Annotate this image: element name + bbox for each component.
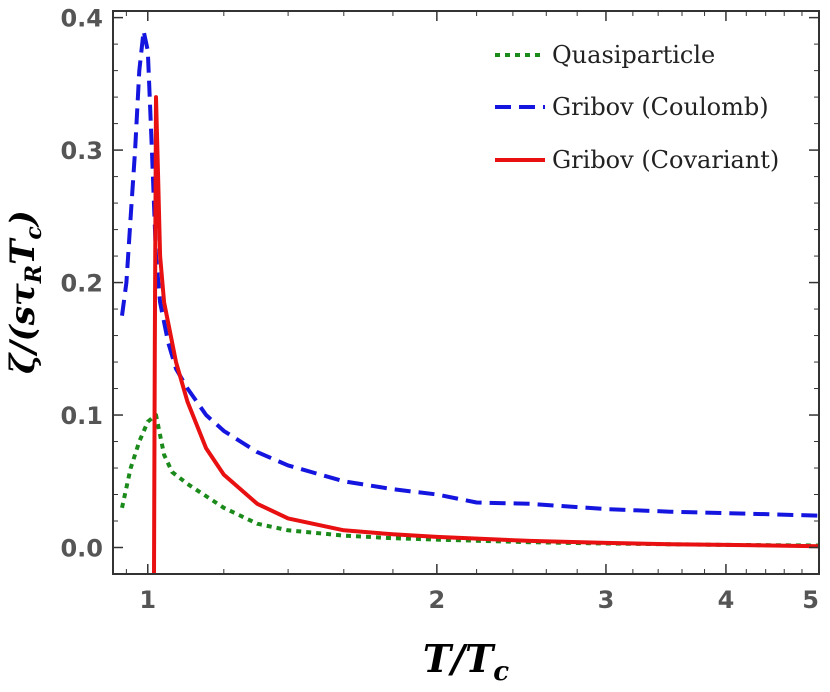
axis-tick-labels: 1 2 3 4 5 0.0 0.1 0.2 0.3 0.4 — [60, 5, 819, 614]
y-tick-label: 0.3 — [60, 137, 103, 165]
x-tick-label: 3 — [598, 586, 615, 614]
x-axis-title: T/Tc — [423, 636, 509, 687]
legend-label-gribov-coulomb: Gribov (Coulomb) — [552, 93, 769, 121]
series-line-quasiparticle — [120, 413, 819, 548]
series-line-gribov-coulomb — [120, 28, 819, 518]
x-tick-label: 5 — [802, 586, 819, 614]
y-tick-label: 0.1 — [60, 402, 103, 430]
legend: Quasiparticle Gribov (Coulomb) Gribov (C… — [495, 41, 779, 174]
y-axis-title: ζ/(sτRTc) — [3, 210, 47, 374]
legend-label-gribov-covariant: Gribov (Covariant) — [552, 146, 779, 174]
y-tick-label: 0.0 — [60, 535, 103, 563]
plot-lines — [120, 28, 819, 574]
series-line-gribov-covariant — [152, 95, 819, 574]
x-tick-label: 1 — [139, 586, 156, 614]
y-tick-label: 0.4 — [60, 5, 103, 33]
y-tick-label: 0.2 — [60, 270, 103, 298]
axis-ticks — [113, 11, 820, 574]
x-tick-label: 4 — [718, 586, 735, 614]
plot-frame — [112, 10, 820, 575]
legend-label-quasiparticle: Quasiparticle — [552, 41, 715, 69]
x-tick-label: 2 — [429, 586, 446, 614]
